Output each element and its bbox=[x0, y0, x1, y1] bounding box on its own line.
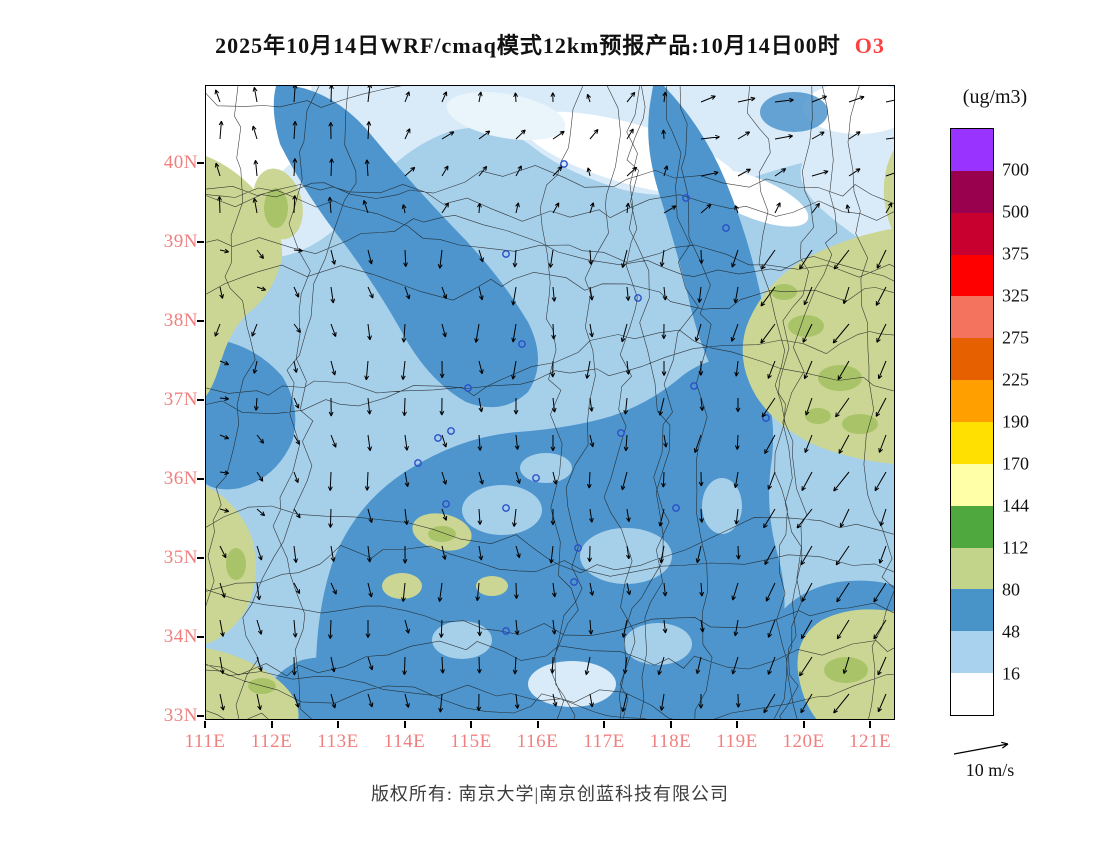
lon-tick-label: 114E bbox=[383, 731, 426, 752]
colorbar-tick-label: 700 bbox=[1002, 159, 1029, 180]
lat-tick-label: 35N bbox=[163, 547, 198, 568]
colorbar-segment bbox=[951, 463, 993, 506]
lon-tick bbox=[603, 721, 605, 728]
lon-tick-label: 115E bbox=[450, 731, 492, 752]
lat-tick-label: 33N bbox=[163, 705, 198, 726]
lat-tick bbox=[197, 241, 204, 243]
lat-tick-label: 38N bbox=[163, 310, 198, 331]
o3-concentration-map bbox=[206, 86, 894, 719]
colorbar-tick-label: 325 bbox=[1002, 285, 1029, 306]
colorbar-segment bbox=[951, 338, 993, 381]
lon-tick bbox=[802, 721, 805, 728]
lon-tick-label: 118E bbox=[649, 731, 692, 752]
lat-tick-label: 39N bbox=[163, 231, 198, 252]
lon-tick-label: 111E bbox=[184, 731, 226, 752]
lon-tick-label: 113E bbox=[317, 731, 359, 752]
colorbar-segment bbox=[951, 212, 993, 255]
lat-tick bbox=[197, 636, 204, 638]
wind-reference-label: 10 m/s bbox=[965, 760, 1015, 780]
colorbar-segment bbox=[951, 589, 993, 632]
lon-tick bbox=[536, 721, 539, 728]
colorbar-tick-label: 225 bbox=[1002, 369, 1029, 390]
page-title: 2025年10月14日WRF/cmaq模式12km预报产品:10月14日00时 O… bbox=[0, 28, 1100, 60]
lat-tick bbox=[197, 399, 204, 401]
lon-tick bbox=[470, 721, 472, 728]
lat-tick-label: 40N bbox=[163, 152, 198, 173]
colorbar-segment bbox=[951, 380, 993, 423]
lat-tick bbox=[197, 715, 204, 717]
lon-tick bbox=[869, 721, 871, 728]
colorbar-tick-label: 112 bbox=[1002, 537, 1029, 558]
lon-tick-label: 116E bbox=[516, 731, 559, 752]
lon-tick-label: 119E bbox=[716, 731, 758, 752]
lat-tick-label: 37N bbox=[163, 389, 198, 410]
lat-tick bbox=[197, 320, 204, 322]
colorbar-segment bbox=[951, 505, 993, 548]
lon-tick bbox=[270, 721, 273, 728]
lon-tick-label: 117E bbox=[583, 731, 625, 752]
lat-tick bbox=[197, 162, 204, 164]
light-blue-holes bbox=[432, 453, 742, 665]
lat-tick-label: 36N bbox=[163, 468, 198, 489]
lon-tick bbox=[204, 721, 206, 728]
colorbar-tick-label: 16 bbox=[1002, 663, 1020, 684]
lon-tick-label: 120E bbox=[782, 731, 825, 752]
lon-tick bbox=[337, 721, 339, 728]
colorbar-segment bbox=[951, 129, 993, 171]
colorbar-segment bbox=[951, 170, 993, 213]
colorbar-tick-label: 375 bbox=[1002, 243, 1029, 264]
lat-tick bbox=[197, 557, 204, 559]
colorbar-tick-label: 275 bbox=[1002, 327, 1029, 348]
wind-reference-arrow bbox=[953, 741, 1009, 755]
lon-tick-label: 121E bbox=[848, 731, 892, 752]
lon-tick bbox=[736, 721, 738, 728]
colorbar-tick-label: 190 bbox=[1002, 411, 1029, 432]
lon-tick bbox=[403, 721, 406, 728]
wind-vectors bbox=[214, 86, 894, 714]
colorbar-tick-label: 500 bbox=[1002, 201, 1029, 222]
colorbar-segment bbox=[951, 254, 993, 297]
colorbar-tick-label: 170 bbox=[1002, 453, 1029, 474]
admin-boundaries bbox=[206, 86, 894, 719]
title-main: 2025年10月14日WRF/cmaq模式12km预报产品:10月14日00时 bbox=[215, 33, 841, 58]
colorbar-segment bbox=[951, 296, 993, 339]
colorbar bbox=[950, 128, 994, 716]
colorbar-tick-label: 144 bbox=[1002, 495, 1029, 516]
title-species: O3 bbox=[854, 33, 885, 58]
lon-tick bbox=[669, 721, 672, 728]
forecast-map bbox=[205, 85, 895, 720]
colorbar-unit-label: (ug/m3) bbox=[962, 86, 1028, 108]
lon-tick-label: 112E bbox=[250, 731, 293, 752]
colorbar-tick-label: 48 bbox=[1002, 621, 1020, 642]
colorbar-segment bbox=[951, 673, 993, 716]
lat-tick bbox=[197, 478, 204, 480]
copyright-footer: 版权所有: 南京大学|南京创蓝科技有限公司 bbox=[370, 784, 730, 804]
lat-tick-label: 34N bbox=[163, 626, 198, 647]
colorbar-tick-label: 80 bbox=[1002, 579, 1020, 600]
colorbar-segment bbox=[951, 631, 993, 674]
colorbar-segment bbox=[951, 547, 993, 590]
city-markers bbox=[414, 160, 770, 635]
colorbar-segment bbox=[951, 422, 993, 464]
